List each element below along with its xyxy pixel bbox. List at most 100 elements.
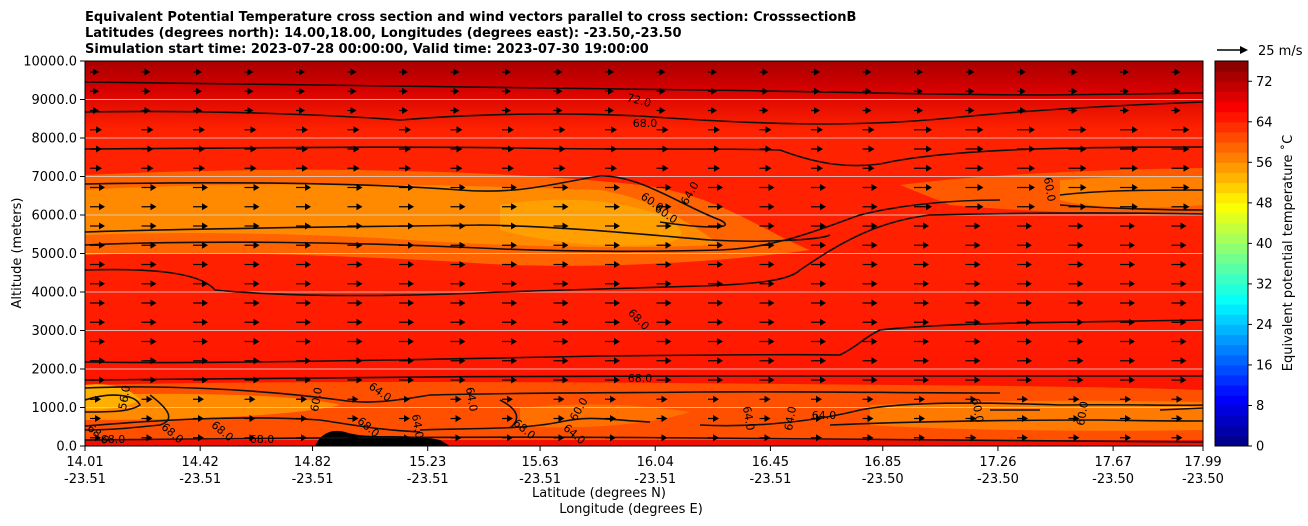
wind-arrow xyxy=(296,434,307,442)
colorbar-segment xyxy=(1215,162,1248,173)
wind-arrow xyxy=(244,395,256,403)
colorbar-segment xyxy=(1215,375,1248,386)
wind-arrow xyxy=(862,434,874,442)
wind-arrow xyxy=(1017,203,1035,211)
wind-arrow xyxy=(656,241,672,249)
wind-arrow xyxy=(1171,338,1187,345)
wind-arrow xyxy=(708,164,720,172)
wind-arrow xyxy=(759,395,771,403)
contour-label: 64.0 xyxy=(740,405,757,431)
wind-arrow xyxy=(399,87,408,95)
wind-arrow xyxy=(965,338,981,345)
wind-key-label: 25 m/s xyxy=(1258,44,1303,59)
wind-arrow xyxy=(914,87,923,95)
wind-arrow xyxy=(759,203,775,211)
wind-arrow xyxy=(708,299,723,307)
wind-arrow xyxy=(502,318,517,326)
wind-arrow xyxy=(399,299,414,307)
x-tick-label-lon: -23.50 xyxy=(862,472,904,487)
wind-arrow xyxy=(656,280,672,288)
wind-arrow xyxy=(1120,68,1129,76)
wind-arrow xyxy=(141,395,153,403)
x-tick-label-lon: -23.51 xyxy=(519,472,561,487)
wind-arrow xyxy=(141,184,157,191)
wind-arrow xyxy=(553,107,563,114)
wind-arrow xyxy=(399,280,414,288)
colorbar-segment xyxy=(1215,142,1248,153)
colorbar-segment xyxy=(1215,223,1248,234)
wind-arrow xyxy=(708,126,720,134)
wind-arrow xyxy=(553,318,569,326)
wind-arrow xyxy=(1017,357,1032,365)
wind-arrow xyxy=(450,376,466,384)
wind-arrow xyxy=(553,241,569,249)
wind-arrow xyxy=(605,126,617,134)
wind-arrow xyxy=(502,203,517,211)
wind-arrow xyxy=(450,318,466,326)
wind-arrow xyxy=(347,318,363,326)
x-tick-label-lon: -23.50 xyxy=(1092,472,1134,487)
colorbar-segment xyxy=(1215,233,1248,244)
wind-arrow xyxy=(759,68,769,76)
wind-arrow xyxy=(244,280,260,288)
colorbar-segment xyxy=(1215,81,1248,92)
wind-arrow xyxy=(502,395,513,403)
y-tick-label: 9000.0 xyxy=(32,93,78,108)
colorbar-segment xyxy=(1215,71,1248,82)
wind-arrow xyxy=(759,126,772,134)
wind-arrow xyxy=(502,68,511,76)
wind-arrow xyxy=(914,357,929,365)
x-tick-label-lon: -23.50 xyxy=(1182,472,1224,487)
colorbar-segment xyxy=(1215,91,1248,103)
wind-arrow xyxy=(1171,434,1183,442)
x-axis-label-longitude: Longitude (degrees E) xyxy=(559,502,703,517)
wind-arrow xyxy=(811,164,823,172)
wind-key: 25 m/s xyxy=(1217,44,1303,59)
wind-arrow xyxy=(811,184,826,191)
wind-arrow xyxy=(862,87,872,95)
wind-arrow xyxy=(811,395,822,403)
colorbar-segment xyxy=(1215,111,1248,123)
wind-arrow xyxy=(553,280,569,288)
x-tick-label-lat: 15.63 xyxy=(521,455,558,470)
wind-arrow xyxy=(347,222,363,230)
wind-arrow xyxy=(296,107,305,114)
x-tick-label-lon: -23.51 xyxy=(292,472,334,487)
wind-arrow xyxy=(656,87,666,95)
colorbar-tick-label: 32 xyxy=(1256,277,1273,292)
wind-arrow xyxy=(759,376,775,384)
wind-arrow xyxy=(347,68,357,76)
wind-arrow xyxy=(193,280,208,288)
wind-arrow xyxy=(965,376,981,384)
wind-arrow xyxy=(1120,222,1135,230)
wind-arrow xyxy=(1017,241,1032,249)
wind-arrow xyxy=(605,434,616,442)
x-tick-label-lon: -23.51 xyxy=(64,472,106,487)
colorbar-segment xyxy=(1215,344,1248,356)
colorbar-segment xyxy=(1215,385,1248,396)
wind-arrow xyxy=(656,376,672,384)
wind-arrow xyxy=(141,299,157,307)
wind-arrow xyxy=(1068,376,1084,384)
wind-arrow xyxy=(1068,261,1084,268)
x-tick-label-lat: 15.23 xyxy=(409,455,446,470)
wind-arrow xyxy=(90,107,99,114)
colorbar-segment xyxy=(1215,294,1248,305)
x-tick-label-lon: -23.51 xyxy=(179,472,221,487)
colorbar-segment xyxy=(1215,101,1248,113)
wind-arrow xyxy=(708,357,723,365)
wind-arrow xyxy=(862,357,878,365)
colorbar-tick-label: 40 xyxy=(1256,237,1273,252)
wind-arrow xyxy=(605,164,617,172)
wind-arrow xyxy=(244,434,256,442)
wind-arrow xyxy=(656,299,672,307)
colorbar-tick-label: 48 xyxy=(1256,196,1273,211)
wind-arrow xyxy=(193,107,202,114)
wind-arrow xyxy=(244,184,260,191)
wind-arrow xyxy=(141,318,157,326)
wind-arrow xyxy=(1171,126,1190,134)
wind-arrow xyxy=(193,299,208,307)
x-tick-label-lon: -23.51 xyxy=(634,472,676,487)
wind-arrow xyxy=(90,415,101,422)
wind-arrow xyxy=(399,241,414,249)
